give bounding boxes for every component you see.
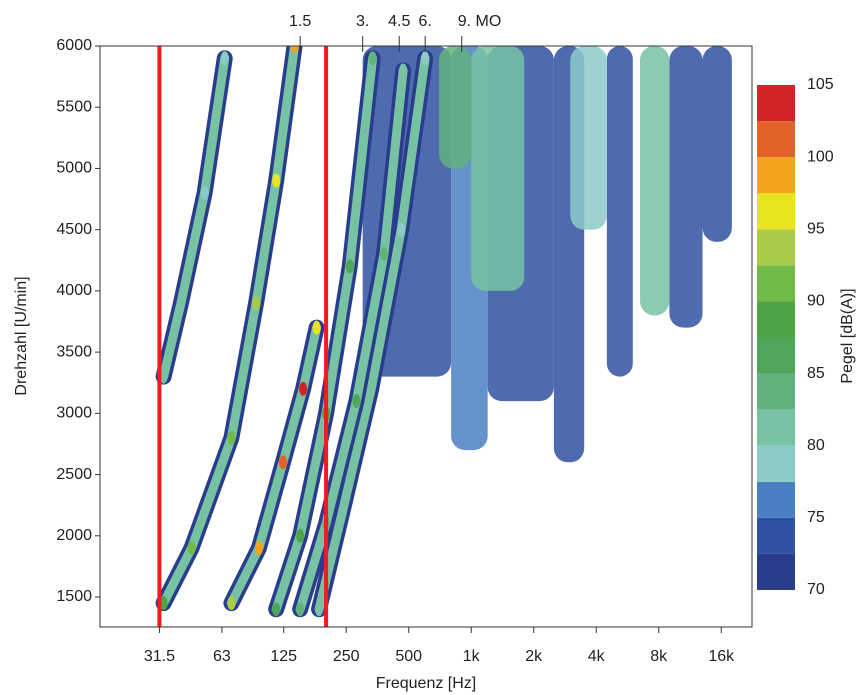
colorbar-band xyxy=(757,481,795,518)
level-point xyxy=(367,381,376,396)
level-point xyxy=(252,296,261,311)
colorbar-band xyxy=(757,301,795,338)
contour-region xyxy=(606,46,633,377)
contour-region xyxy=(570,46,607,230)
order-label: 1.5 xyxy=(289,13,311,30)
level-point xyxy=(296,602,305,617)
colorbar-band xyxy=(757,265,795,302)
y-tick-label: 2500 xyxy=(56,466,92,483)
level-point xyxy=(338,504,347,519)
y-tick-label: 2000 xyxy=(56,527,92,544)
level-point xyxy=(315,602,324,617)
colorbar-tick-label: 105 xyxy=(807,76,834,93)
colorbar-band xyxy=(757,553,795,590)
colorbar-band xyxy=(757,229,795,266)
x-tick-label: 1k xyxy=(463,648,481,665)
y-tick-label: 4000 xyxy=(56,282,92,299)
colorbar-tick-label: 75 xyxy=(807,509,825,526)
order-trace-band xyxy=(159,53,230,382)
level-point xyxy=(272,173,281,188)
colorbar-tick-label: 95 xyxy=(807,221,825,238)
colorbar-band xyxy=(757,121,795,158)
colorbar-tick-label: 80 xyxy=(807,437,825,454)
colorbar-tick-label: 90 xyxy=(807,293,825,310)
y-tick-label: 3500 xyxy=(56,343,92,360)
x-tick-label: 31.5 xyxy=(144,648,175,665)
level-point xyxy=(159,596,168,611)
x-tick-label: 4k xyxy=(588,648,606,665)
x-tick-label: 250 xyxy=(333,648,360,665)
y-tick-label: 3000 xyxy=(56,405,92,422)
contour-region xyxy=(640,46,670,316)
order-label: 9. MO xyxy=(458,13,502,30)
level-point xyxy=(299,381,308,396)
colorbar-tick-label: 100 xyxy=(807,148,834,165)
x-tick-label: 8k xyxy=(650,648,668,665)
level-point xyxy=(290,46,299,53)
x-tick-label: 125 xyxy=(270,648,297,665)
level-point xyxy=(379,247,388,262)
colorbar-band xyxy=(757,517,795,554)
y-tick-label: 6000 xyxy=(56,37,92,54)
contour-region xyxy=(669,46,703,328)
level-point xyxy=(254,541,263,556)
y-tick-label: 5000 xyxy=(56,160,92,177)
level-point xyxy=(187,541,196,556)
colorbar-band xyxy=(757,337,795,374)
level-point xyxy=(272,602,281,617)
level-point xyxy=(397,222,406,237)
x-tick-label: 16k xyxy=(708,648,735,665)
level-point xyxy=(352,394,361,409)
order-label: 4.5 xyxy=(388,13,410,30)
level-point xyxy=(296,528,305,543)
level-point xyxy=(399,63,408,78)
level-point xyxy=(220,51,229,66)
colorbar-tick-label: 85 xyxy=(807,365,825,382)
x-axis-label: Frequenz [Hz] xyxy=(376,675,476,692)
y-tick-label: 5500 xyxy=(56,98,92,115)
level-point xyxy=(159,369,168,384)
contour-region xyxy=(471,46,525,291)
colorbar-band xyxy=(757,373,795,410)
plot-area xyxy=(155,46,732,618)
colorbar-band xyxy=(757,409,795,446)
level-point xyxy=(345,259,354,274)
plot-frame xyxy=(99,45,753,628)
level-point xyxy=(278,455,287,470)
level-point xyxy=(421,51,430,66)
y-tick-label: 4500 xyxy=(56,221,92,238)
level-point xyxy=(176,296,185,311)
level-point xyxy=(200,185,209,200)
contour-region xyxy=(702,46,732,242)
colorbar-band xyxy=(757,85,795,122)
colorbar-label: Pegel [dB(A)] xyxy=(839,288,856,383)
level-point xyxy=(368,51,377,66)
x-tick-label: 63 xyxy=(213,648,231,665)
colorbar-band xyxy=(757,193,795,230)
level-point xyxy=(312,320,321,335)
x-tick-label: 2k xyxy=(525,648,543,665)
contour-region xyxy=(439,46,472,169)
colorbar-tick-label: 70 xyxy=(807,581,825,598)
y-axis-label: Drehzahl [U/min] xyxy=(13,276,30,395)
y-tick-label: 1500 xyxy=(56,588,92,605)
colorbar-band xyxy=(757,445,795,482)
order-label: 6. xyxy=(418,13,431,30)
level-point xyxy=(227,430,236,445)
order-label: 3. xyxy=(356,13,369,30)
colorbar-band xyxy=(757,157,795,194)
order-trace-band xyxy=(159,46,300,608)
x-tick-label: 500 xyxy=(395,648,422,665)
level-point xyxy=(227,596,236,611)
